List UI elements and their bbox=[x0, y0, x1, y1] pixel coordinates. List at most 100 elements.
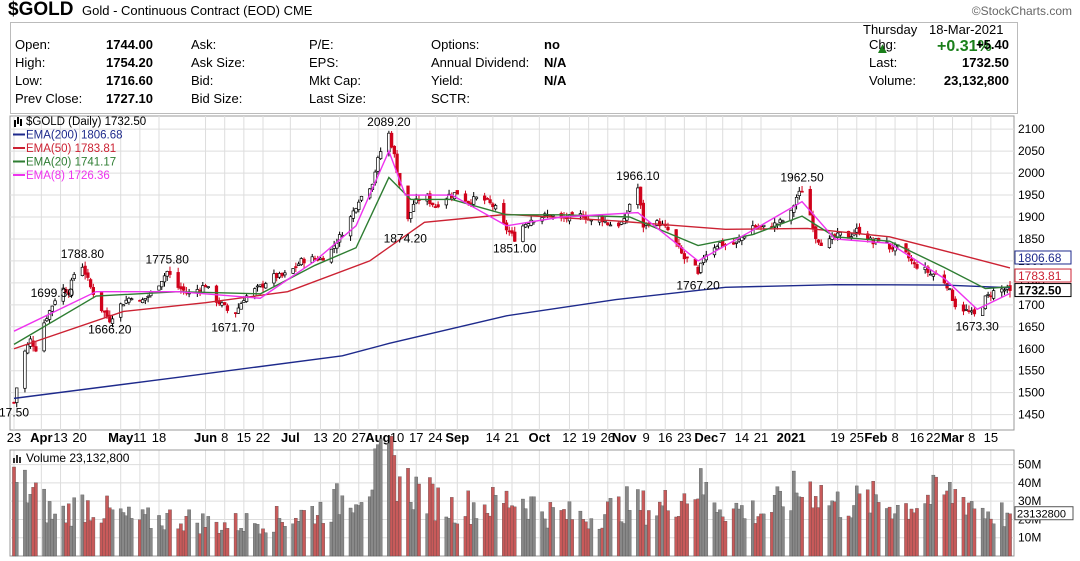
quote-cell: Prev Close: bbox=[15, 91, 83, 106]
contract-description: Gold - Continuous Contract (EOD) CME bbox=[82, 3, 312, 18]
legend-entry: EMA(200) 1806.68 bbox=[26, 130, 123, 142]
value-tag-box bbox=[1014, 268, 1072, 283]
candle-body bbox=[294, 266, 298, 268]
volume-bar bbox=[972, 508, 977, 557]
volume-bar bbox=[110, 509, 115, 557]
candle-body bbox=[989, 295, 993, 298]
volume-bar bbox=[781, 506, 785, 557]
candle-body bbox=[124, 299, 128, 304]
x-tick-label: 23 bbox=[7, 430, 21, 445]
candle-body bbox=[740, 237, 744, 241]
volume-bar bbox=[321, 523, 325, 557]
candle-body bbox=[524, 224, 528, 228]
x-tick-label: 18 bbox=[152, 430, 166, 445]
candle-body bbox=[61, 287, 65, 302]
candle-body bbox=[102, 310, 106, 313]
y-tick-label: 1450 bbox=[1018, 408, 1045, 422]
candle-body bbox=[529, 219, 533, 226]
candle-body bbox=[797, 190, 801, 197]
candle-body bbox=[275, 272, 279, 279]
candle-body bbox=[168, 271, 172, 275]
quote-cell: Ask: bbox=[191, 37, 217, 52]
x-tick-label: Mar bbox=[941, 430, 964, 445]
volume-bar bbox=[1008, 513, 1012, 557]
legend-entry: EMA(8) 1726.36 bbox=[26, 170, 110, 182]
candle-body bbox=[127, 297, 131, 303]
volume-bar bbox=[225, 528, 230, 557]
candle-body bbox=[482, 195, 487, 201]
volume-bar bbox=[466, 490, 470, 557]
volume-bar bbox=[34, 482, 38, 557]
volume-bar bbox=[570, 519, 574, 557]
candle-body bbox=[890, 247, 894, 250]
x-tick-label: Jul bbox=[281, 430, 300, 445]
candle-body bbox=[236, 307, 241, 314]
value-tag: 1732.50 bbox=[1018, 284, 1062, 298]
quote-cell: Options: bbox=[431, 37, 480, 52]
candle-body bbox=[718, 242, 722, 249]
volume-bar bbox=[378, 438, 383, 557]
y-tick-label: 1950 bbox=[1018, 188, 1045, 202]
candle-body bbox=[392, 145, 396, 155]
x-tick-label: 2021 bbox=[777, 430, 806, 445]
volume-icon-bar bbox=[13, 458, 15, 463]
candle-body bbox=[277, 273, 282, 278]
y-tick-label: 1700 bbox=[1018, 298, 1045, 312]
candle-body bbox=[983, 295, 988, 309]
candle-body bbox=[855, 227, 859, 233]
candle-body bbox=[838, 232, 843, 236]
volume-value-tag: 23132800 bbox=[1017, 509, 1066, 521]
candle-body bbox=[12, 401, 16, 404]
volume-bar bbox=[608, 498, 613, 557]
quote-cell: no bbox=[544, 37, 560, 52]
candle-body bbox=[160, 280, 164, 288]
candle-body bbox=[45, 318, 49, 322]
volume-tick-label: 10M bbox=[1018, 531, 1041, 545]
candle-body bbox=[466, 200, 470, 204]
candle-body bbox=[91, 287, 96, 295]
candle-body bbox=[31, 340, 35, 347]
candle-body bbox=[15, 387, 19, 403]
quote-panel: Thursday 18-Mar-2021 ▲ +0.31% Open: 1744.… bbox=[10, 22, 1018, 114]
volume-bar bbox=[685, 503, 689, 557]
candle-body bbox=[299, 258, 303, 266]
volume-bar bbox=[263, 532, 268, 557]
candle-body bbox=[119, 303, 123, 318]
candle-body bbox=[283, 272, 287, 276]
value-tag: 1806.68 bbox=[1018, 251, 1062, 265]
candle-body bbox=[685, 256, 689, 259]
quote-cell: Mkt Cap: bbox=[309, 73, 362, 88]
candle-body bbox=[53, 300, 57, 305]
x-tick-label: Feb bbox=[864, 430, 887, 445]
candle-body bbox=[967, 310, 971, 312]
x-tick-label: 24 bbox=[428, 430, 442, 445]
x-tick-label: Nov bbox=[612, 430, 637, 445]
quote-cell: Chg: bbox=[869, 37, 897, 52]
candle-body bbox=[970, 310, 974, 313]
candle-body bbox=[507, 230, 511, 233]
candle-body bbox=[617, 222, 621, 227]
volume-bar bbox=[129, 518, 134, 557]
price-annotation: 1699.30 bbox=[31, 286, 75, 300]
candle-body bbox=[474, 196, 479, 200]
candle-body bbox=[225, 305, 230, 311]
y-tick-label: 1550 bbox=[1018, 364, 1045, 378]
candle-body bbox=[808, 188, 812, 216]
candle-body bbox=[302, 258, 306, 264]
candle-body bbox=[179, 286, 183, 290]
x-tick-label: 14 bbox=[486, 430, 500, 445]
x-tick-label: 9 bbox=[642, 430, 649, 445]
candle-body bbox=[50, 305, 54, 312]
price-annotation: 1851.00 bbox=[493, 242, 537, 256]
x-tick-label: Sep bbox=[445, 430, 469, 445]
price-annotation: 17.50 bbox=[0, 406, 29, 420]
candle-body bbox=[682, 253, 687, 260]
candle-body bbox=[376, 157, 380, 172]
candle-body bbox=[731, 242, 736, 245]
price-annotation: 1767.20 bbox=[676, 278, 720, 292]
candle-body bbox=[953, 298, 957, 308]
candle-body bbox=[88, 279, 93, 288]
candle-body bbox=[176, 272, 180, 288]
quote-cell: EPS: bbox=[309, 55, 339, 70]
